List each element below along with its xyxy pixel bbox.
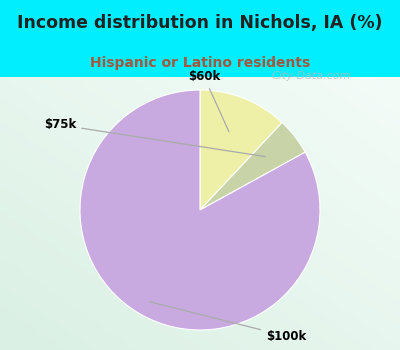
Text: City-Data.com: City-Data.com xyxy=(272,71,352,80)
Wedge shape xyxy=(200,90,282,210)
Text: $60k: $60k xyxy=(188,70,229,132)
Text: Income distribution in Nichols, IA (%): Income distribution in Nichols, IA (%) xyxy=(17,14,383,32)
Wedge shape xyxy=(200,122,305,210)
Text: $75k: $75k xyxy=(44,118,266,156)
Text: Hispanic or Latino residents: Hispanic or Latino residents xyxy=(90,56,310,70)
Text: $100k: $100k xyxy=(149,302,306,343)
Wedge shape xyxy=(80,90,320,330)
